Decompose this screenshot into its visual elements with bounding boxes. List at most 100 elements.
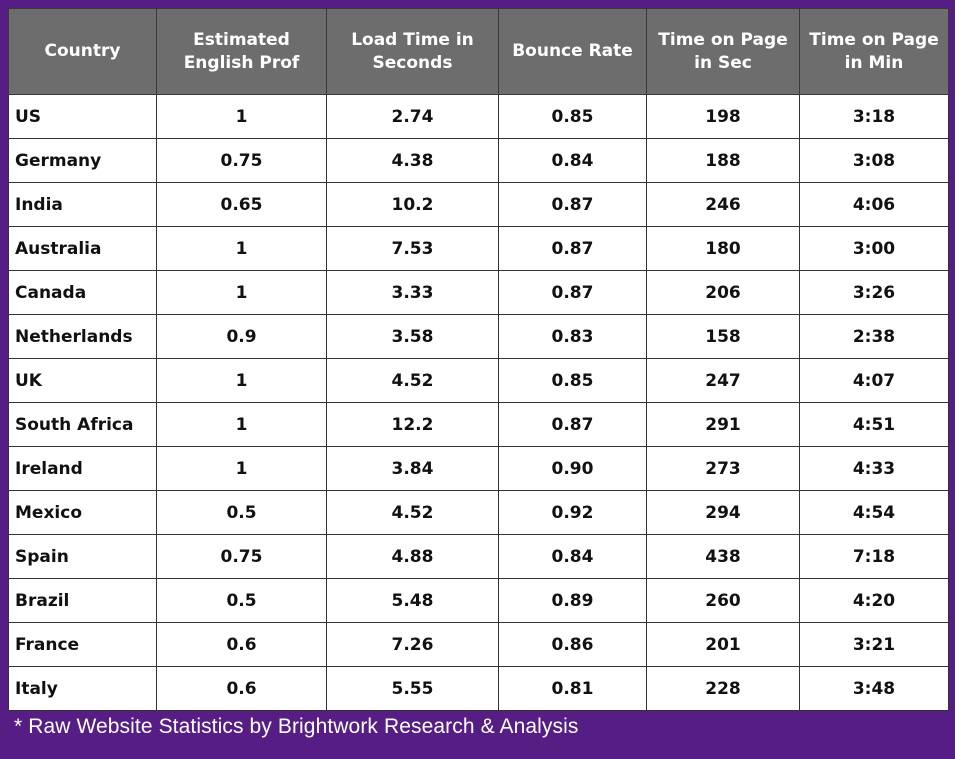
table-cell: 188 <box>646 138 800 183</box>
table-cell: 10.2 <box>326 182 499 227</box>
table-row: UK 1 4.52 0.85 247 4:07 <box>8 358 949 403</box>
country-cell: Ireland <box>8 446 157 491</box>
table-cell: 3:26 <box>799 270 949 315</box>
table-cell: 4:20 <box>799 578 949 623</box>
table-cell: 3.84 <box>326 446 499 491</box>
table-cell: 2.74 <box>326 94 499 139</box>
table-cell: 247 <box>646 358 800 403</box>
column-header: Time on Page in Min <box>799 8 949 95</box>
table-cell: 438 <box>646 534 800 579</box>
header-row: Country Estimated English Prof Load Time i… <box>8 8 949 95</box>
table-cell: 0.86 <box>498 622 647 667</box>
table-cell: 0.6 <box>156 622 327 667</box>
table-cell: 158 <box>646 314 800 359</box>
table-cell: 0.87 <box>498 402 647 447</box>
column-header: Bounce Rate <box>498 8 647 95</box>
table-cell: 260 <box>646 578 800 623</box>
country-cell: UK <box>8 358 157 403</box>
table-row: France 0.6 7.26 0.86 201 3:21 <box>8 622 949 667</box>
table-row: Germany 0.75 4.38 0.84 188 3:08 <box>8 138 949 183</box>
table-cell: 0.87 <box>498 270 647 315</box>
table-body: US 1 2.74 0.85 198 3:18 Germany 0.75 4.38 0.84 188… <box>8 94 949 711</box>
table-cell: 0.90 <box>498 446 647 491</box>
table-row: Netherlands 0.9 3.58 0.83 158 2:38 <box>8 314 949 359</box>
table-cell: 206 <box>646 270 800 315</box>
table-cell: 5.55 <box>326 666 499 711</box>
table-row: Ireland 1 3.84 0.90 273 4:33 <box>8 446 949 491</box>
country-cell: Netherlands <box>8 314 157 359</box>
table-cell: 1 <box>156 94 327 139</box>
country-cell: Italy <box>8 666 157 711</box>
country-cell: Australia <box>8 226 157 271</box>
table-row: Spain 0.75 4.88 0.84 438 7:18 <box>8 534 949 579</box>
table-cell: 4:33 <box>799 446 949 491</box>
table-row: Australia 1 7.53 0.87 180 3:00 <box>8 226 949 271</box>
country-cell: Spain <box>8 534 157 579</box>
country-cell: Mexico <box>8 490 157 535</box>
table-cell: 180 <box>646 226 800 271</box>
table-cell: 4:54 <box>799 490 949 535</box>
table-cell: 2:38 <box>799 314 949 359</box>
table-cell: 0.83 <box>498 314 647 359</box>
table-cell: 0.65 <box>156 182 327 227</box>
table-cell: 1 <box>156 358 327 403</box>
table-cell: 7.53 <box>326 226 499 271</box>
table-cell: 246 <box>646 182 800 227</box>
footnote: * Raw Website Statistics by Brightwork R… <box>14 715 579 738</box>
table-cell: 0.85 <box>498 94 647 139</box>
table-row: Brazil 0.5 5.48 0.89 260 4:20 <box>8 578 949 623</box>
table-cell: 4.38 <box>326 138 499 183</box>
column-header: Time on Page in Sec <box>646 8 800 95</box>
country-cell: Canada <box>8 270 157 315</box>
column-header: Load Time in Seconds <box>326 8 499 95</box>
table-cell: 0.84 <box>498 534 647 579</box>
column-header: Country <box>8 8 157 95</box>
table-cell: 0.5 <box>156 490 327 535</box>
table-row: Italy 0.6 5.55 0.81 228 3:48 <box>8 666 949 711</box>
table-cell: 198 <box>646 94 800 139</box>
table-cell: 1 <box>156 446 327 491</box>
table-cell: 3.33 <box>326 270 499 315</box>
table-cell: 3:08 <box>799 138 949 183</box>
table-row: Mexico 0.5 4.52 0.92 294 4:54 <box>8 490 949 535</box>
table-cell: 294 <box>646 490 800 535</box>
country-cell: US <box>8 94 157 139</box>
table-cell: 4.52 <box>326 490 499 535</box>
table-cell: 4:51 <box>799 402 949 447</box>
table-cell: 5.48 <box>326 578 499 623</box>
table-cell: 4.52 <box>326 358 499 403</box>
table-row: South Africa 1 12.2 0.87 291 4:51 <box>8 402 949 447</box>
table-row: India 0.65 10.2 0.87 246 4:06 <box>8 182 949 227</box>
table-cell: 0.5 <box>156 578 327 623</box>
table-cell: 201 <box>646 622 800 667</box>
table-cell: 0.84 <box>498 138 647 183</box>
table-cell: 1 <box>156 226 327 271</box>
table-cell: 228 <box>646 666 800 711</box>
table-row: Canada 1 3.33 0.87 206 3:26 <box>8 270 949 315</box>
table-cell: 0.87 <box>498 182 647 227</box>
table-cell: 0.9 <box>156 314 327 359</box>
table-cell: 273 <box>646 446 800 491</box>
table-header: Country Estimated English Prof Load Time i… <box>8 8 949 95</box>
table-cell: 0.87 <box>498 226 647 271</box>
country-cell: India <box>8 182 157 227</box>
stats-table-container: Country Estimated English Prof Load Time i… <box>8 8 949 711</box>
table-cell: 0.89 <box>498 578 647 623</box>
table-cell: 291 <box>646 402 800 447</box>
table-cell: 3:18 <box>799 94 949 139</box>
table-cell: 4:06 <box>799 182 949 227</box>
table-cell: 3:48 <box>799 666 949 711</box>
table-cell: 12.2 <box>326 402 499 447</box>
table-cell: 4.88 <box>326 534 499 579</box>
table-cell: 0.92 <box>498 490 647 535</box>
website-stats-table: Country Estimated English Prof Load Time i… <box>8 8 949 711</box>
table-cell: 0.81 <box>498 666 647 711</box>
table-cell: 7:18 <box>799 534 949 579</box>
table-cell: 3:00 <box>799 226 949 271</box>
country-cell: France <box>8 622 157 667</box>
table-cell: 0.75 <box>156 534 327 579</box>
column-header: Estimated English Prof <box>156 8 327 95</box>
table-cell: 3.58 <box>326 314 499 359</box>
table-cell: 1 <box>156 270 327 315</box>
country-cell: Germany <box>8 138 157 183</box>
